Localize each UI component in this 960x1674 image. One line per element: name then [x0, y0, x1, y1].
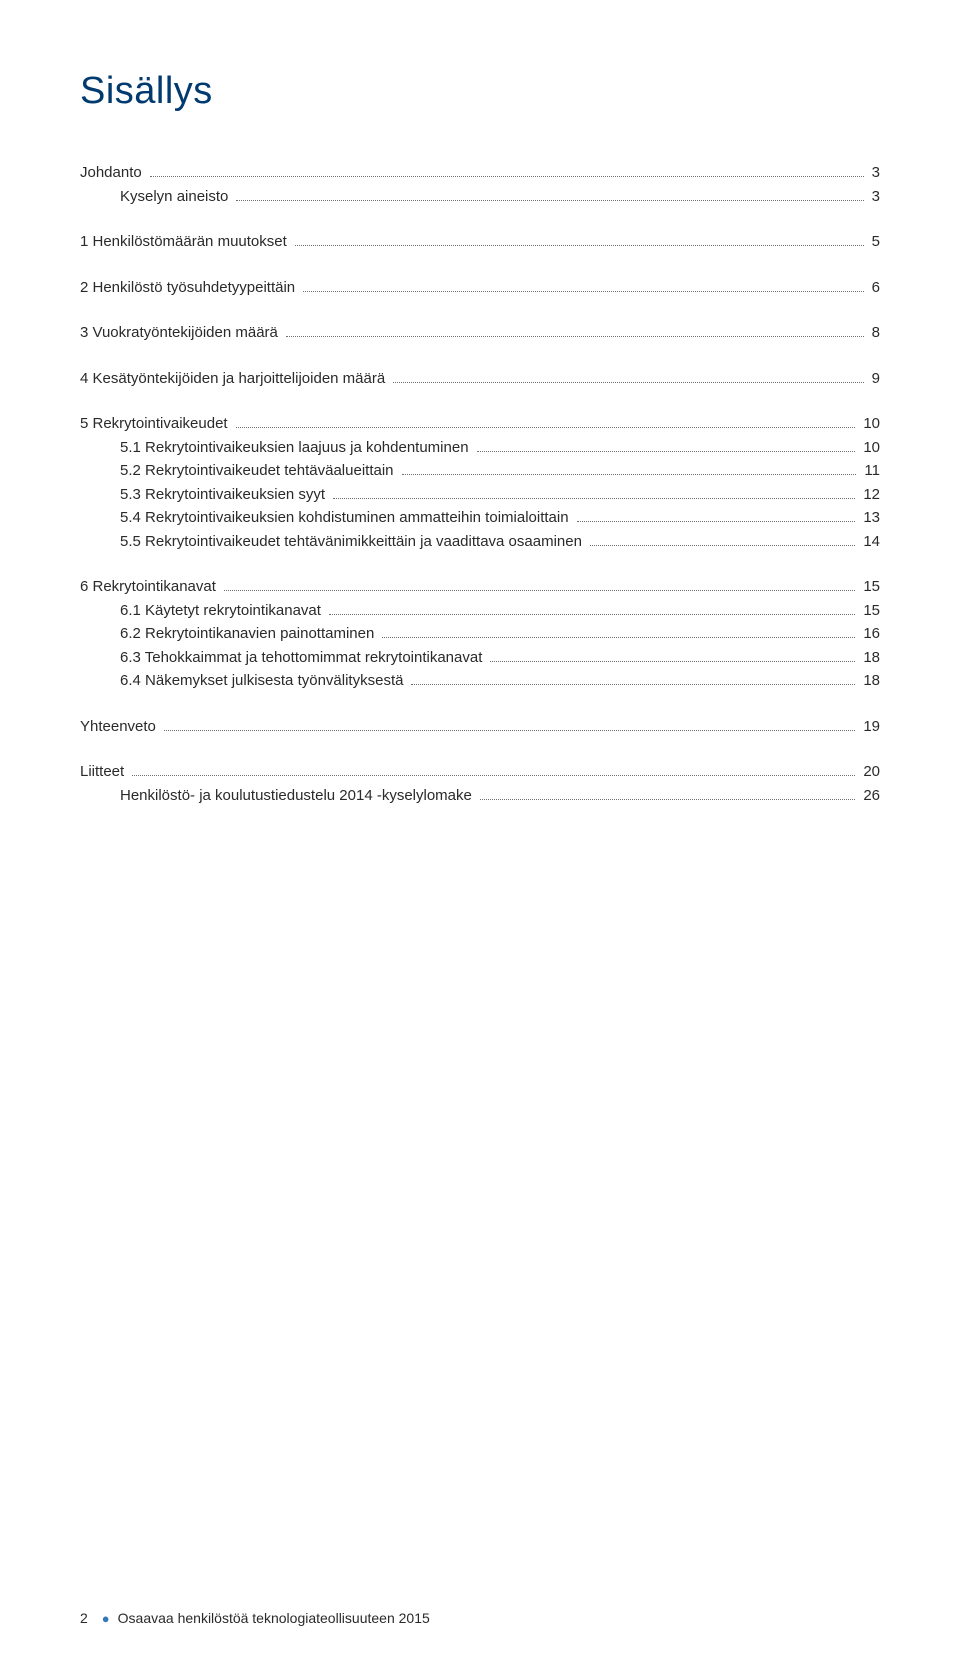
toc-page: 3 [868, 163, 880, 183]
toc-row: 3 Vuokratyöntekijöiden määrä 8 [80, 323, 880, 343]
toc-leader [224, 580, 855, 592]
toc-leader [286, 326, 864, 338]
toc-leader [236, 189, 863, 201]
toc-row: 2 Henkilöstö työsuhdetyypeittäin 6 [80, 278, 880, 298]
toc-page: 12 [859, 485, 880, 505]
toc-label: Liitteet [80, 762, 128, 782]
toc-leader [411, 674, 855, 686]
toc-leader [477, 440, 856, 452]
toc-row: 6.3 Tehokkaimmat ja tehottomimmat rekryt… [80, 648, 880, 668]
toc-row: 1 Henkilöstömäärän muutokset 5 [80, 232, 880, 252]
toc-row: 6 Rekrytointikanavat 15 [80, 577, 880, 597]
toc-label: 5.3 Rekrytointivaikeuksien syyt [120, 485, 329, 505]
toc-page: 19 [859, 717, 880, 737]
footer-text: Osaavaa henkilöstöä teknologiateollisuut… [118, 1610, 430, 1626]
toc-row: 5.3 Rekrytointivaikeuksien syyt 12 [80, 485, 880, 505]
table-of-contents: Johdanto 3 Kyselyn aineisto 3 1 Henkilöstömä… [80, 163, 880, 805]
toc-leader [480, 788, 855, 800]
page-footer: 2 ● Osaavaa henkilöstöä teknologiateolli… [80, 1610, 430, 1626]
toc-page: 16 [859, 624, 880, 644]
toc-label: 4 Kesätyöntekijöiden ja harjoittelijoide… [80, 369, 389, 389]
toc-page: 3 [868, 187, 880, 207]
toc-row: Henkilöstö- ja koulutustiedustelu 2014 -… [80, 786, 880, 806]
toc-page: 18 [859, 648, 880, 668]
toc-label: 3 Vuokratyöntekijöiden määrä [80, 323, 282, 343]
toc-leader [577, 511, 856, 523]
toc-page: 13 [859, 508, 880, 528]
toc-leader [164, 719, 855, 731]
toc-leader [329, 603, 855, 615]
toc-page: 20 [859, 762, 880, 782]
page-title: Sisällys [80, 70, 880, 113]
toc-label: 6.3 Tehokkaimmat ja tehottomimmat rekryt… [120, 648, 486, 668]
toc-row: 5.2 Rekrytointivaikeudet tehtäväalueitta… [80, 461, 880, 481]
toc-label: 5.4 Rekrytointivaikeuksien kohdistuminen… [120, 508, 573, 528]
toc-page: 15 [859, 601, 880, 621]
toc-row: Johdanto 3 [80, 163, 880, 183]
toc-row: 6.2 Rekrytointikanavien painottaminen 16 [80, 624, 880, 644]
toc-row: 6.1 Käytetyt rekrytointikanavat 15 [80, 601, 880, 621]
toc-row: Liitteet 20 [80, 762, 880, 782]
toc-row: 5 Rekrytointivaikeudet 10 [80, 414, 880, 434]
toc-label: 6.2 Rekrytointikanavien painottaminen [120, 624, 378, 644]
toc-page: 6 [868, 278, 880, 298]
toc-leader [393, 371, 863, 383]
toc-leader [402, 464, 857, 476]
toc-row: 5.1 Rekrytointivaikeuksien laajuus ja ko… [80, 438, 880, 458]
toc-page: 26 [859, 786, 880, 806]
toc-label: Henkilöstö- ja koulutustiedustelu 2014 -… [120, 786, 476, 806]
toc-row: Yhteenveto 19 [80, 717, 880, 737]
toc-leader [303, 280, 864, 292]
toc-leader [590, 534, 855, 546]
toc-page: 8 [868, 323, 880, 343]
toc-label: 2 Henkilöstö työsuhdetyypeittäin [80, 278, 299, 298]
toc-page: 14 [859, 532, 880, 552]
toc-page: 18 [859, 671, 880, 691]
toc-row: 6.4 Näkemykset julkisesta työnvälitykses… [80, 671, 880, 691]
toc-leader [490, 650, 855, 662]
toc-page: 10 [859, 438, 880, 458]
toc-label: 5 Rekrytointivaikeudet [80, 414, 232, 434]
toc-leader [295, 235, 864, 247]
toc-label: 6.1 Käytetyt rekrytointikanavat [120, 601, 325, 621]
toc-row: Kyselyn aineisto 3 [80, 187, 880, 207]
toc-leader [132, 765, 855, 777]
toc-label: 5.2 Rekrytointivaikeudet tehtäväalueitta… [120, 461, 398, 481]
toc-leader [333, 487, 855, 499]
toc-page: 11 [860, 461, 880, 481]
toc-label: Yhteenveto [80, 717, 160, 737]
toc-label: 5.5 Rekrytointivaikeudet tehtävänimikkei… [120, 532, 586, 552]
toc-label: 5.1 Rekrytointivaikeuksien laajuus ja ko… [120, 438, 473, 458]
toc-label: Kyselyn aineisto [120, 187, 232, 207]
toc-page: 15 [859, 577, 880, 597]
toc-label: 6 Rekrytointikanavat [80, 577, 220, 597]
footer-page-number: 2 [80, 1610, 88, 1626]
toc-row: 4 Kesätyöntekijöiden ja harjoittelijoide… [80, 369, 880, 389]
toc-row: 5.4 Rekrytointivaikeuksien kohdistuminen… [80, 508, 880, 528]
toc-page: 5 [868, 232, 880, 252]
toc-leader [236, 417, 856, 429]
toc-leader [150, 166, 864, 178]
toc-leader [382, 627, 855, 639]
toc-page: 9 [868, 369, 880, 389]
toc-row: 5.5 Rekrytointivaikeudet tehtävänimikkei… [80, 532, 880, 552]
toc-page: 10 [859, 414, 880, 434]
toc-label: Johdanto [80, 163, 146, 183]
toc-label: 6.4 Näkemykset julkisesta työnvälitykses… [120, 671, 407, 691]
toc-label: 1 Henkilöstömäärän muutokset [80, 232, 291, 252]
footer-bullet-icon: ● [102, 1612, 110, 1625]
